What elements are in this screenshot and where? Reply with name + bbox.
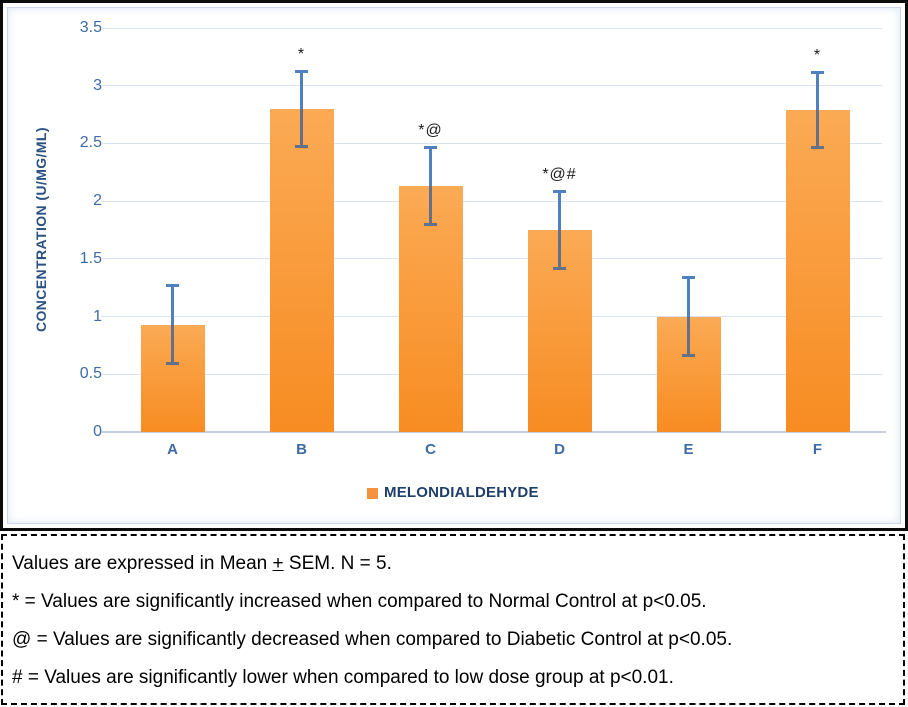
significance-label: *: [297, 45, 306, 63]
error-bar-lower: [300, 108, 303, 147]
x-axis-label-E: E: [683, 441, 694, 458]
gridline: [101, 142, 882, 144]
x-axis-label-C: C: [425, 441, 436, 458]
significance-label: *@: [418, 121, 443, 139]
error-bar-lower: [558, 230, 561, 270]
gridline: [101, 258, 882, 260]
gridline: [101, 316, 882, 318]
error-bar-cap-bottom: [553, 267, 566, 271]
error-bar-cap-bottom: [166, 361, 179, 365]
bar-B: [269, 108, 334, 432]
error-bar-lower: [171, 324, 174, 364]
plus-minus-symbol: +: [272, 553, 284, 574]
error-bar-upper: [687, 277, 690, 317]
y-tick-label: 0: [93, 423, 102, 440]
error-bar-cap-bottom: [295, 144, 308, 148]
error-bar-cap-bottom: [811, 146, 824, 150]
gridline: [101, 85, 882, 87]
bar-C: [398, 186, 463, 432]
bar-F: [785, 109, 850, 432]
error-bar-cap-bottom: [424, 223, 437, 227]
y-tick-label: 2.5: [79, 134, 102, 152]
error-bar-cap-top: [682, 276, 695, 280]
x-axis-label-F: F: [812, 441, 823, 458]
error-bar-lower: [429, 186, 432, 226]
error-bar-cap-top: [424, 145, 437, 149]
gridline: [101, 373, 882, 375]
footnotes-panel: Values are expressed in Mean + SEM. N = …: [1, 534, 905, 705]
error-bar-cap-top: [295, 69, 308, 73]
x-axis-label-B: B: [296, 441, 307, 458]
error-bar-upper: [816, 71, 819, 110]
x-axis-line: [101, 431, 886, 433]
note-line-mean-sem: Values are expressed in Mean + SEM. N = …: [12, 553, 392, 574]
error-bar-cap-top: [553, 189, 566, 193]
legend-swatch-icon: [367, 487, 378, 499]
plot-area: * *@ *@# *: [101, 27, 886, 433]
y-tick-label: 0.5: [79, 365, 102, 383]
significance-label: *: [813, 46, 822, 64]
x-axis-label-A: A: [167, 441, 178, 458]
error-bar-lower: [816, 109, 819, 149]
note-line-hash: # = Values are significantly lower when …: [12, 667, 674, 688]
error-bar-upper: [429, 146, 432, 187]
x-axis-category-labels: A B C D E F: [108, 440, 882, 460]
error-bar-cap-top: [811, 70, 824, 74]
legend: MELONDIALDEHYDE: [367, 484, 539, 501]
note-line-asterisk: * = Values are significantly increased w…: [12, 591, 707, 612]
y-tick-label: 1.5: [79, 249, 102, 267]
y-axis-tick-labels: 0 0.5 1 1.5 2 2.5 3 3.5: [3, 19, 102, 440]
legend-label: MELONDIALDEHYDE: [384, 484, 539, 501]
y-tick-label: 2: [93, 192, 102, 210]
bar-chart: CONCENTRATION (U/MG/ML) 0 0.5 1 1.5 2 2.5 3 3.5…: [0, 0, 908, 531]
error-bar-cap-bottom: [682, 353, 695, 357]
x-axis-label-D: D: [554, 441, 565, 458]
gridline: [101, 200, 882, 202]
y-tick-label: 3.5: [79, 19, 102, 36]
error-bar-cap-top: [166, 284, 179, 288]
note-line-at-sign: @ = Values are significantly decreased w…: [12, 629, 733, 650]
error-bar-lower: [687, 316, 690, 356]
error-bar-upper: [558, 190, 561, 230]
gridline: [101, 27, 882, 29]
y-tick-label: 1: [93, 307, 102, 325]
significance-label: *@#: [542, 165, 577, 183]
y-tick-label: 3: [93, 76, 102, 94]
error-bar-upper: [300, 70, 303, 109]
error-bar-upper: [171, 285, 174, 325]
